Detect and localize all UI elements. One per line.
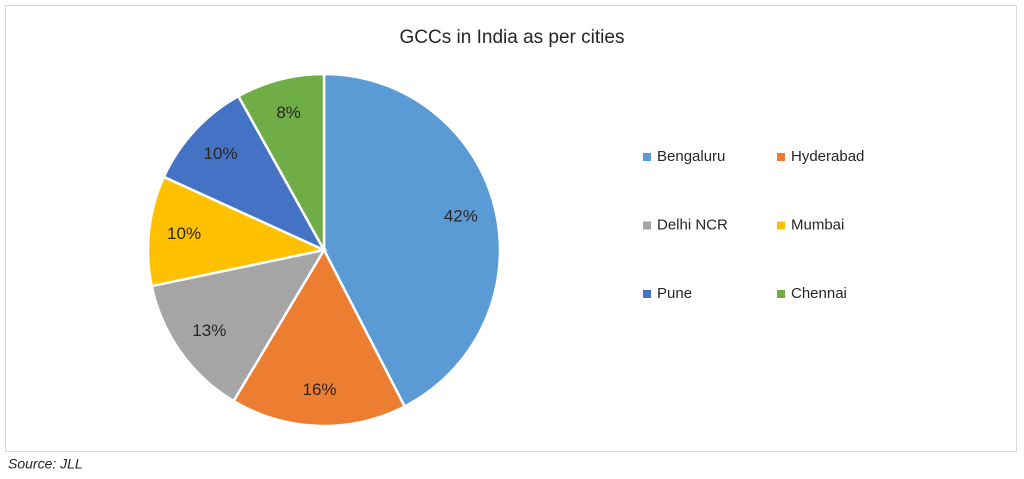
- data-label: 16%: [303, 380, 337, 399]
- legend-label: Chennai: [791, 285, 847, 302]
- legend-label: Bengaluru: [657, 148, 725, 165]
- legend-swatch: [643, 153, 651, 161]
- pie-slice: [231, 247, 407, 428]
- source: Source: JLL: [8, 456, 83, 472]
- data-label: 8%: [276, 103, 301, 122]
- legend-swatch: [643, 221, 651, 230]
- legend-label: Hyderabad: [791, 148, 864, 165]
- legend-label: Pune: [657, 285, 692, 302]
- chart-title: GCCs in India as per cities: [400, 27, 625, 48]
- data-label: 13%: [192, 321, 226, 340]
- data-label: 10%: [167, 224, 201, 243]
- legend-label: Mumbai: [791, 216, 844, 233]
- legend-swatch: [777, 153, 785, 161]
- data-label: 42%: [444, 206, 478, 225]
- pie-slice: [150, 248, 327, 403]
- pie-slice: [322, 72, 502, 409]
- pie-slice: [162, 94, 327, 253]
- pie-slice: [146, 175, 328, 288]
- legend-swatch: [777, 221, 785, 230]
- data-label: 10%: [204, 144, 238, 163]
- pie-slice: [236, 72, 326, 255]
- legend-swatch: [643, 290, 651, 298]
- legend-label: Delhi NCR: [657, 216, 728, 233]
- legend-swatch: [777, 290, 785, 298]
